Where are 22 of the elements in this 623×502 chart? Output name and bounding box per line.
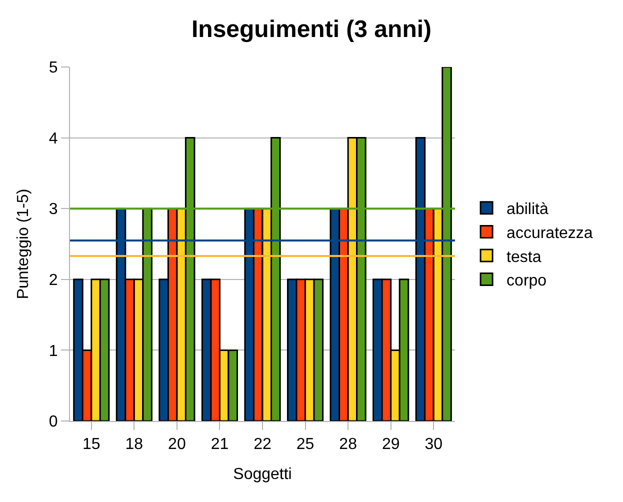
y-tick-label: 4 [48, 130, 58, 148]
x-axis-title: Soggetti [233, 466, 292, 483]
x-tick-label: 30 [424, 436, 443, 454]
legend-label: testa [506, 248, 542, 266]
x-tick-label: 21 [210, 436, 229, 454]
y-tick-label: 0 [48, 414, 58, 431]
y-tick-label: 3 [48, 201, 58, 218]
x-tick-label: 25 [296, 436, 314, 454]
legend-label: corpo [506, 272, 547, 290]
x-tick-label: 22 [254, 436, 272, 454]
legend-label: abilità [506, 201, 548, 218]
chart-title: Inseguimenti (3 anni) [191, 16, 432, 43]
legend-label: accuratezza [506, 224, 593, 242]
x-tick-label: 29 [382, 436, 400, 454]
y-tick-label: 1 [48, 342, 58, 360]
y-tick-label: 5 [48, 60, 58, 77]
x-tick-label: 20 [168, 436, 186, 454]
y-tick-label: 2 [48, 272, 58, 289]
x-tick-label: 28 [339, 436, 358, 454]
y-axis-title: Punteggio (1-5) [15, 188, 32, 300]
x-tick-label: 18 [125, 436, 144, 454]
x-tick-label: 15 [82, 436, 100, 454]
